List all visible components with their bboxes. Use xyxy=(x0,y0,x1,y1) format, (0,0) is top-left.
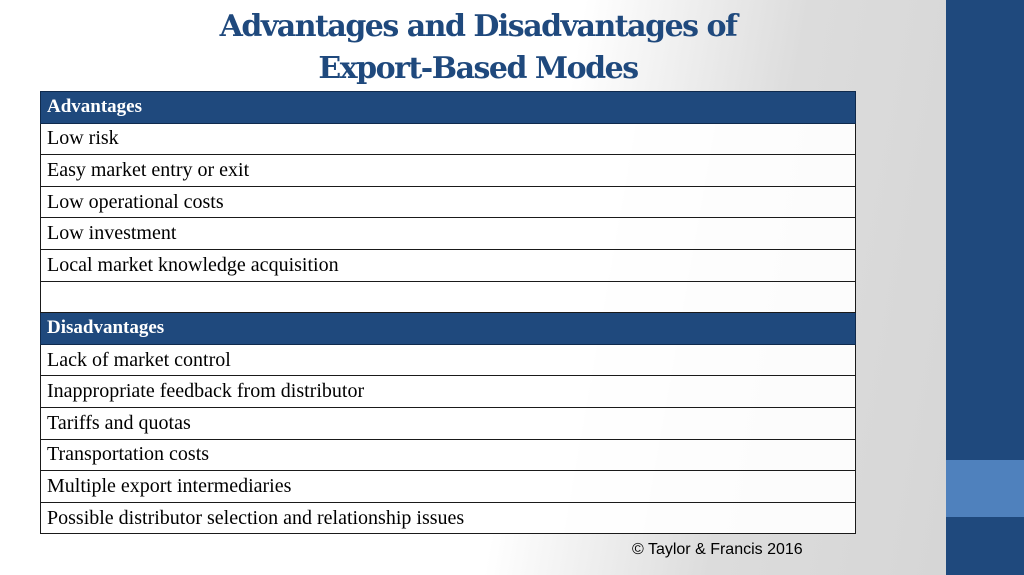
slide-title-line-1: Advantages and Disadvantages of xyxy=(219,9,738,44)
slide-title-line-2: Export-Based Modes xyxy=(318,51,639,86)
disadvantage-item: Inappropriate feedback from distributor xyxy=(40,375,856,408)
disadvantage-item: Transportation costs xyxy=(40,438,856,472)
copyright-notice: © Taylor & Francis 2016 xyxy=(632,541,803,558)
advantages-header-row: Advantages xyxy=(40,91,856,124)
table-row: Transportation costs xyxy=(40,438,856,472)
table-row: Low risk xyxy=(40,122,856,156)
table-row: Tariffs and quotas xyxy=(40,406,856,440)
disadvantages-header-row: Disadvantages xyxy=(40,312,856,345)
table-row: Inappropriate feedback from distributor xyxy=(40,375,856,408)
advantage-item: Low operational costs xyxy=(40,185,856,219)
advantage-item: Easy market entry or exit xyxy=(40,154,856,187)
right-accent-block xyxy=(946,460,1024,517)
advantage-item: Low investment xyxy=(40,217,856,250)
advantages-disadvantages-table: Advantages Low risk Easy market entry or… xyxy=(40,91,856,535)
disadvantages-header: Disadvantages xyxy=(40,312,856,345)
table-row-empty xyxy=(40,280,856,314)
table-row: Lack of market control xyxy=(40,343,856,377)
empty-cell xyxy=(40,280,856,314)
table-row: Easy market entry or exit xyxy=(40,154,856,187)
table-row: Low investment xyxy=(40,217,856,250)
table-row: Low operational costs xyxy=(40,185,856,219)
advantage-item: Local market knowledge acquisition xyxy=(40,248,856,282)
disadvantage-item: Lack of market control xyxy=(40,343,856,377)
disadvantage-item: Multiple export intermediaries xyxy=(40,470,856,503)
advantage-item: Low risk xyxy=(40,122,856,156)
slide-title: Advantages and Disadvantages of Export-B… xyxy=(0,6,956,90)
table-row: Local market knowledge acquisition xyxy=(40,248,856,282)
disadvantage-item: Tariffs and quotas xyxy=(40,406,856,440)
table-row: Possible distributor selection and relat… xyxy=(40,501,856,535)
advantages-header: Advantages xyxy=(40,91,856,124)
disadvantage-item: Possible distributor selection and relat… xyxy=(40,501,856,535)
table-row: Multiple export intermediaries xyxy=(40,470,856,503)
